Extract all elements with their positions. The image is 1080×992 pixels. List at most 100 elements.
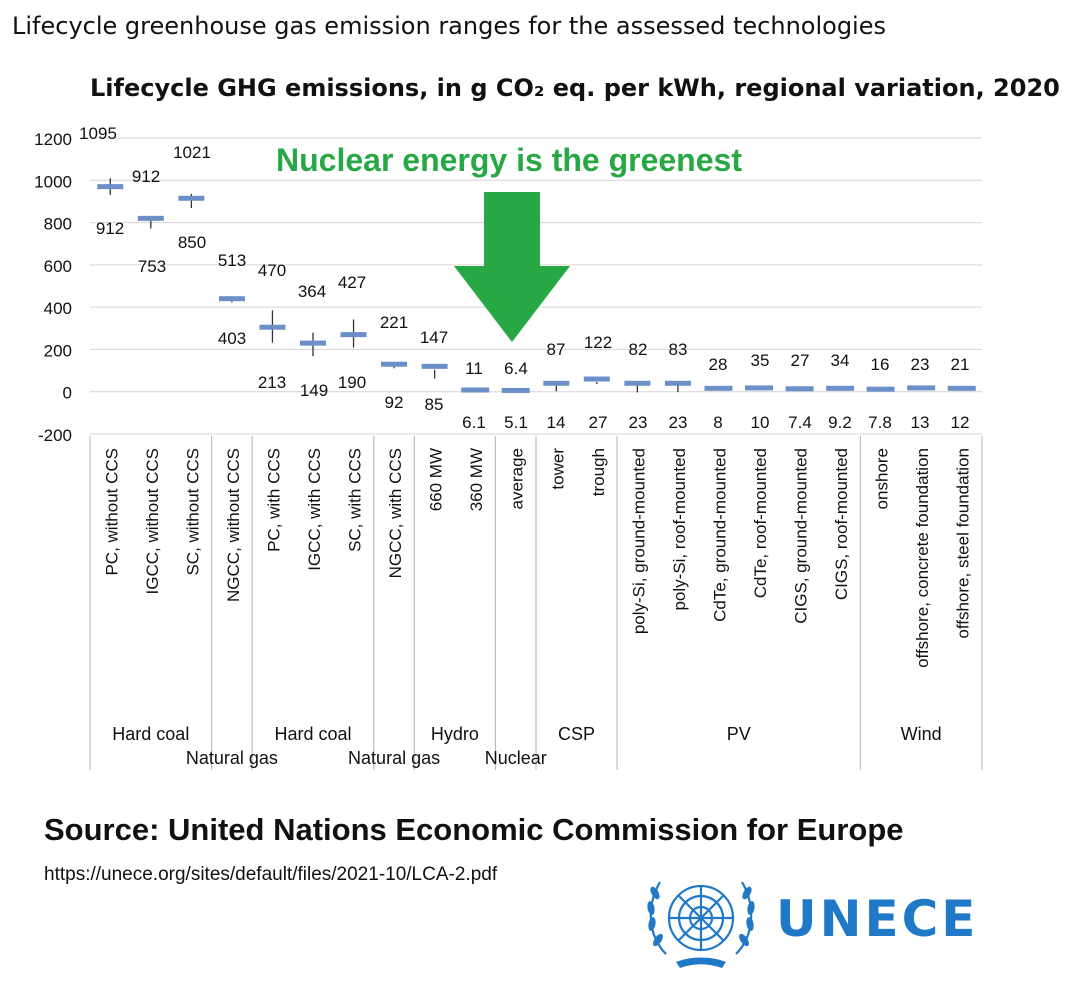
min-value-label: 10 — [751, 413, 770, 432]
range-marker — [218, 296, 245, 302]
group-label: PV — [727, 724, 751, 744]
range-marker — [866, 386, 895, 392]
min-value-label: 13 — [911, 413, 930, 432]
range-marker — [826, 385, 855, 391]
category-label: PC, with CCS — [264, 448, 283, 552]
range-marker — [785, 386, 814, 392]
y-tick-label: 0 — [63, 384, 72, 403]
group-label: Natural gas — [186, 748, 278, 768]
category-label: poly-Si, ground-mounted — [629, 448, 648, 634]
chart-title: Lifecycle GHG emissions, in g CO₂ eq. pe… — [90, 74, 1060, 102]
range-marker — [745, 385, 773, 391]
max-value-label: 16 — [871, 355, 890, 374]
range-marker — [421, 363, 448, 369]
source-url[interactable]: https://unece.org/sites/default/files/20… — [44, 864, 498, 885]
max-value-label: 6.4 — [504, 359, 528, 378]
min-value-label: 850 — [178, 233, 206, 252]
min-value-label: 23 — [669, 413, 688, 432]
max-value-label: 122 — [584, 333, 612, 352]
y-tick-label: 1000 — [34, 172, 72, 191]
category-label: CdTe, roof-mounted — [751, 448, 770, 598]
group-label: Natural gas — [348, 748, 440, 768]
category-label: CdTe, ground-mounted — [710, 448, 729, 622]
range-marker — [543, 380, 570, 386]
group-label: Wind — [901, 724, 942, 744]
category-label: SC, with CCS — [346, 448, 365, 552]
category-label: IGCC, with CCS — [305, 448, 324, 571]
range-marker — [381, 361, 408, 367]
range-marker — [461, 387, 490, 393]
category-label: CIGS, ground-mounted — [792, 448, 811, 624]
category-label: tower — [548, 448, 567, 490]
range-marker — [624, 380, 651, 386]
range-marker — [664, 380, 691, 386]
min-value-label: 8 — [713, 413, 722, 432]
max-value-label: 1095 — [79, 124, 117, 143]
category-label: onshore — [873, 448, 892, 509]
min-value-label: 27 — [589, 413, 608, 432]
range-marker — [340, 332, 367, 338]
max-value-label: 34 — [831, 351, 850, 370]
max-value-label: 11 — [465, 359, 483, 378]
max-value-label: 82 — [629, 340, 648, 359]
y-tick-label: 800 — [44, 215, 72, 234]
max-value-label: 427 — [338, 273, 366, 292]
range-marker — [178, 195, 205, 201]
category-label: offshore, concrete foundation — [913, 448, 932, 668]
category-label: CIGS, roof-mounted — [832, 448, 851, 600]
min-value-label: 213 — [258, 373, 286, 392]
group-label: Hard coal — [274, 724, 351, 744]
y-tick-label: 600 — [44, 257, 72, 276]
min-value-label: 12 — [951, 413, 970, 432]
y-tick-label: -200 — [38, 426, 72, 445]
range-marker — [583, 376, 610, 382]
min-value-label: 6.1 — [462, 413, 486, 432]
un-emblem-icon — [647, 881, 755, 968]
max-value-label: 513 — [218, 251, 246, 270]
min-value-label: 23 — [629, 413, 648, 432]
category-label: SC, without CCS — [183, 448, 202, 576]
max-value-label: 28 — [709, 355, 728, 374]
category-label: 660 MW — [427, 448, 446, 511]
y-tick-label: 400 — [44, 299, 72, 318]
max-value-label: 1021 — [173, 143, 211, 162]
max-value-label: 35 — [751, 351, 770, 370]
group-label: Hydro — [431, 724, 479, 744]
callout-text: Nuclear energy is the greenest — [276, 142, 742, 178]
max-value-label: 912 — [132, 167, 160, 186]
max-value-label: 21 — [951, 355, 970, 374]
min-value-label: 149 — [300, 381, 328, 400]
min-value-label: 912 — [96, 219, 124, 238]
category-label: trough — [589, 448, 608, 496]
min-value-label: 753 — [138, 257, 166, 276]
range-marker — [300, 340, 326, 346]
group-label: CSP — [558, 724, 595, 744]
category-label: NGCC, with CCS — [386, 448, 405, 578]
category-label: average — [508, 448, 527, 509]
category-label: PC, without CCS — [102, 448, 121, 576]
max-value-label: 27 — [791, 351, 810, 370]
max-value-label: 87 — [547, 340, 566, 359]
range-marker — [947, 385, 976, 391]
page-title: Lifecycle greenhouse gas emission ranges… — [12, 12, 886, 40]
max-value-label: 147 — [420, 328, 448, 347]
category-label: offshore, steel foundation — [954, 448, 973, 639]
max-value-label: 470 — [258, 261, 286, 280]
category-label: poly-Si, roof-mounted — [670, 448, 689, 611]
min-value-label: 190 — [338, 373, 366, 392]
max-value-label: 83 — [669, 340, 688, 359]
max-value-label: 221 — [380, 313, 408, 332]
range-marker — [137, 215, 164, 221]
group-label: Hard coal — [112, 724, 189, 744]
range-marker — [97, 184, 124, 190]
emissions-chart: 1200 1000 800 600 400 200 0 -200 1095 912 912 753 10… — [34, 124, 983, 770]
category-label: 360 MW — [467, 448, 486, 511]
max-value-label: 364 — [298, 282, 326, 301]
min-value-label: 5.1 — [504, 413, 528, 432]
min-value-label: 403 — [218, 329, 246, 348]
min-value-label: 85 — [425, 395, 444, 414]
source-text: Source: United Nations Economic Commissi… — [44, 812, 904, 847]
min-value-label: 14 — [547, 413, 566, 432]
min-value-label: 92 — [385, 393, 404, 412]
range-marker — [501, 387, 530, 393]
